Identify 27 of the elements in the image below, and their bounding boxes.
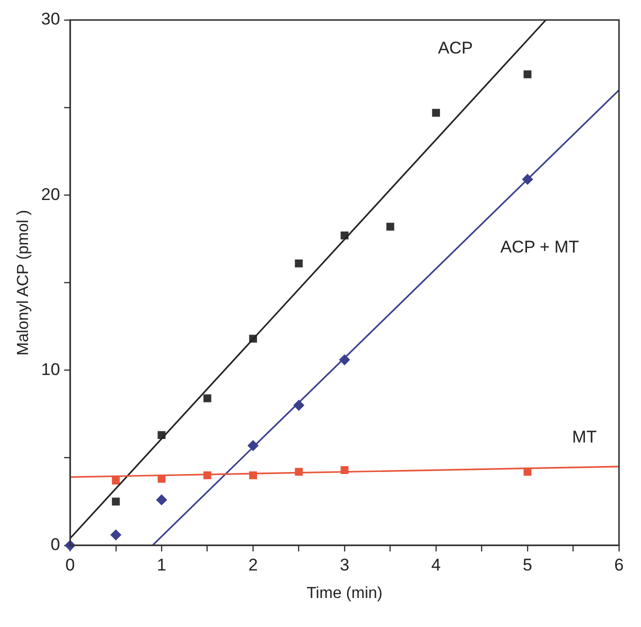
y-tick-label: 0 [50,535,60,554]
point [432,108,440,117]
x-tick-label: 3 [340,555,350,574]
x-tick-label: 4 [431,555,441,574]
y-tick-label: 30 [41,10,60,29]
point [524,468,532,476]
x-tick-label: 5 [522,555,532,574]
y-axis-title: Malonyl ACP (pmol ) [15,210,32,356]
x-tick-label: 2 [248,555,258,574]
x-tick-label: 6 [614,555,624,574]
point [110,530,122,540]
point [203,394,212,402]
series-label: ACP [438,38,473,58]
point [524,70,532,78]
point [156,494,167,506]
series-label: MT [572,428,597,447]
point [386,222,394,231]
point [112,476,120,485]
x-tick-label: 1 [156,555,166,574]
x-tick-label: 0 [65,555,75,574]
point [294,260,303,268]
point [158,474,166,483]
x-axis-title: Time (min) [306,584,382,602]
series-label: ACP + MT [500,238,579,257]
y-tick-label: 20 [41,184,60,204]
point [112,498,120,506]
y-tick-label: 10 [41,360,60,379]
